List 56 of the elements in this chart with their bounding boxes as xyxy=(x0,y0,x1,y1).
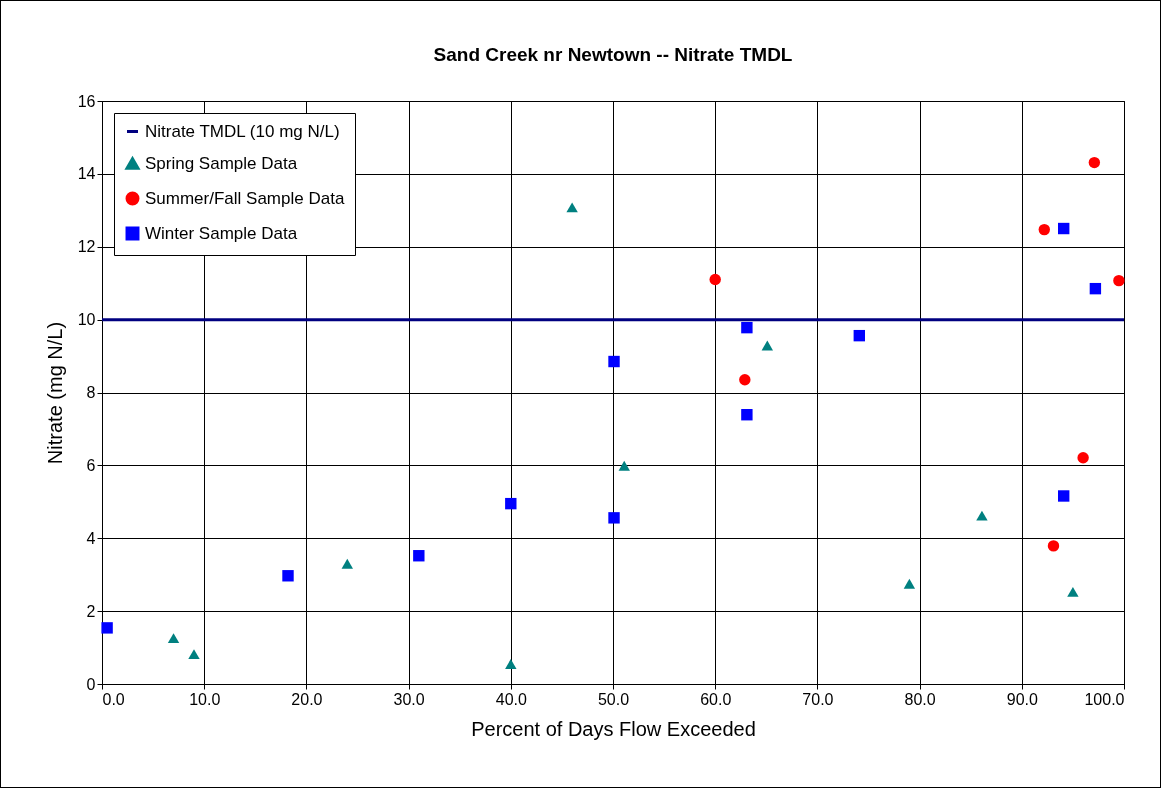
y-tick-label: 0 xyxy=(86,675,96,693)
point xyxy=(608,355,620,368)
point xyxy=(1089,282,1102,295)
point xyxy=(1088,156,1101,169)
x-tick-label: 10.0 xyxy=(189,690,221,708)
point xyxy=(1058,490,1070,502)
x-tick-label: 50.0 xyxy=(597,690,630,708)
y-tick-label: 4 xyxy=(86,529,96,547)
x-tick-label: 0.0 xyxy=(102,690,125,708)
y-tick-label: 2 xyxy=(86,602,96,620)
y-axis-title: Nitrate (mg N/L) xyxy=(43,321,66,465)
x-tick-label: 70.0 xyxy=(802,690,834,708)
x-tick-label: 60.0 xyxy=(700,690,732,708)
y-tick-label: 16 xyxy=(77,92,96,110)
legend-label: Summer/Fall Sample Data xyxy=(145,188,345,208)
y-tick-label: 6 xyxy=(86,456,96,474)
point xyxy=(976,510,988,521)
point xyxy=(1113,274,1125,287)
x-axis-title: Percent of Days Flow Exceeded xyxy=(471,717,756,740)
point xyxy=(761,340,774,351)
y-tick-label: 14 xyxy=(77,165,96,183)
x-tick-label: 80.0 xyxy=(904,690,936,708)
point xyxy=(741,321,753,334)
point xyxy=(566,202,578,213)
y-tick-label: 8 xyxy=(86,384,96,401)
point xyxy=(341,558,353,569)
point xyxy=(709,273,721,286)
point xyxy=(505,659,517,669)
point xyxy=(167,633,180,644)
point xyxy=(282,570,294,582)
point xyxy=(413,550,425,562)
y-tick-label: 10 xyxy=(77,311,96,329)
x-tick-label: 100.0 xyxy=(1084,690,1125,708)
point xyxy=(741,409,753,421)
point xyxy=(1077,452,1089,464)
point xyxy=(101,622,113,634)
point xyxy=(618,460,630,471)
x-tick-label: 30.0 xyxy=(393,690,425,708)
point xyxy=(188,649,200,660)
y-tick-label: 12 xyxy=(77,238,96,256)
x-tick-label: 90.0 xyxy=(1006,690,1038,708)
point xyxy=(1038,223,1050,236)
point xyxy=(1047,540,1060,552)
point xyxy=(1058,222,1070,235)
legend-label: Nitrate TMDL (10 mg N/L) xyxy=(145,121,340,141)
legend-label: Spring Sample Data xyxy=(145,153,298,173)
point xyxy=(853,329,865,342)
x-tick-label: 20.0 xyxy=(291,690,323,708)
point xyxy=(608,512,620,524)
point xyxy=(903,578,916,589)
point xyxy=(505,497,517,510)
chart-title: Sand Creek nr Newtown -- Nitrate TMDL xyxy=(433,44,793,65)
point xyxy=(739,374,751,386)
point xyxy=(1067,586,1079,597)
x-tick-label: 40.0 xyxy=(495,690,527,708)
legend-label: Winter Sample Data xyxy=(145,223,298,243)
